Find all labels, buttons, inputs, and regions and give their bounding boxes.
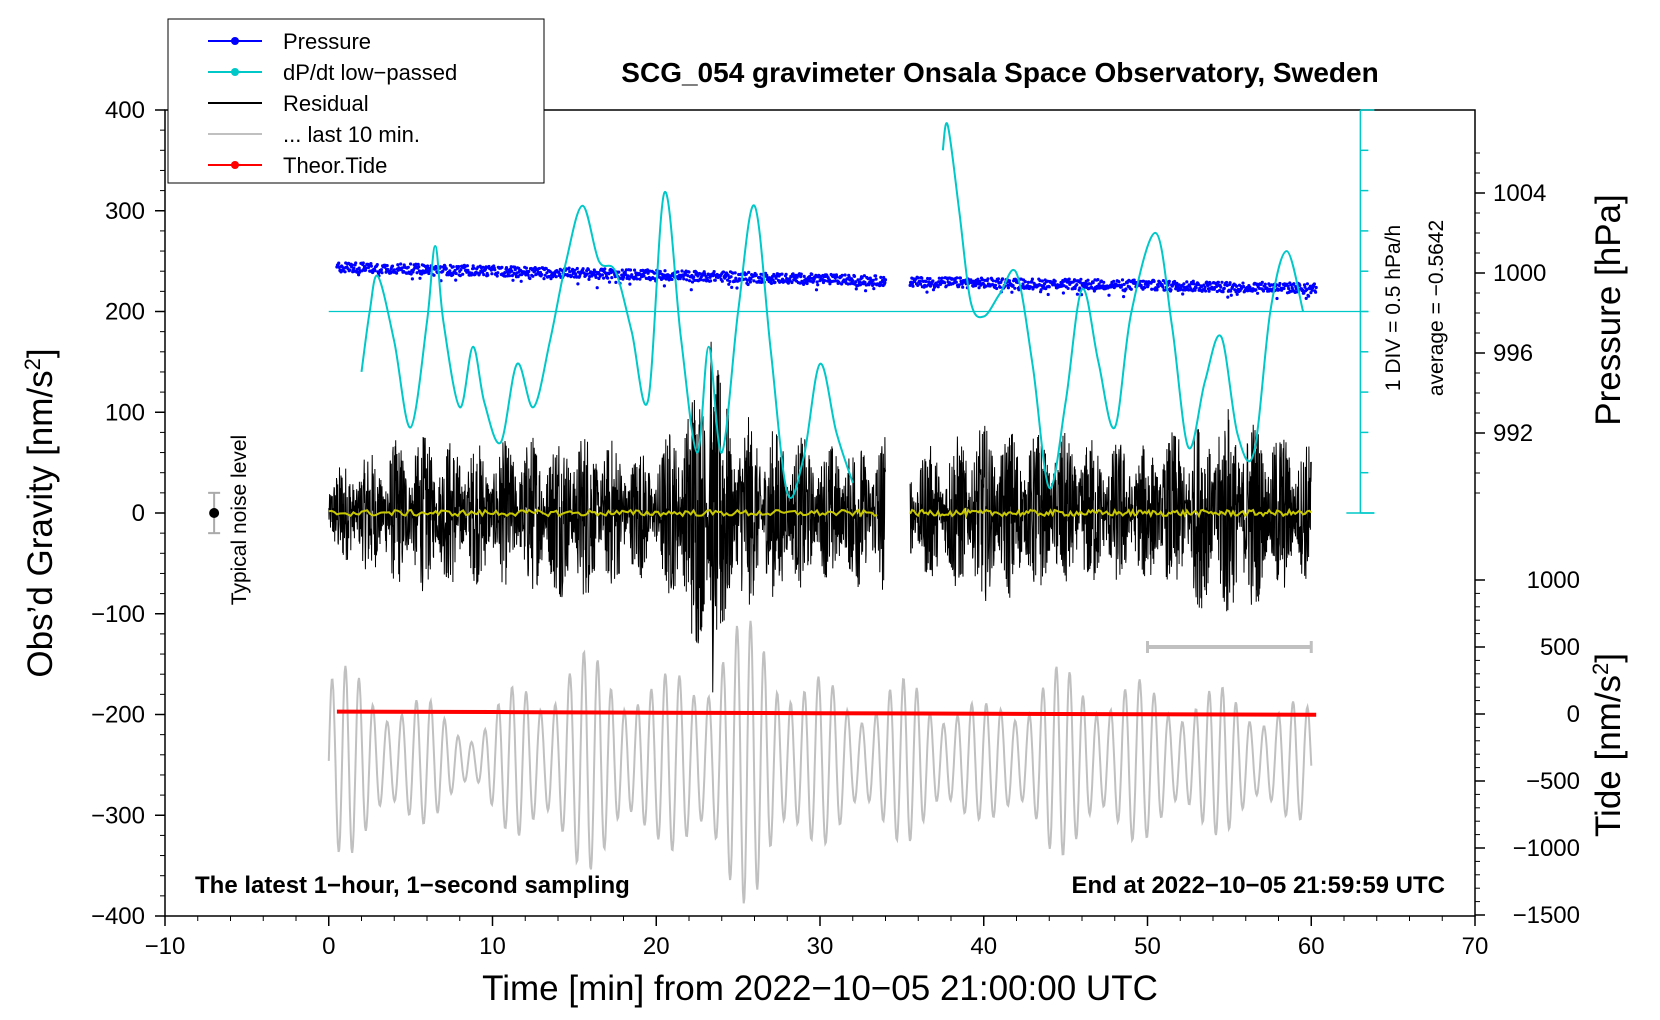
y-tick-label: 0	[132, 500, 145, 527]
last-10-min-line	[327, 620, 1313, 904]
tide-tick-label: −500	[1526, 768, 1580, 795]
y-axis-label-tide-text: Tide [nm/s	[1589, 675, 1628, 837]
y-axis-label-gravity-sup: 2	[20, 358, 45, 370]
residual-mean-line	[328, 507, 1312, 519]
dpdt-line	[360, 191, 854, 499]
x-tick-label: 40	[970, 933, 997, 960]
dpdt-div-annotation: 1 DIV = 0.5 hPa/h	[1382, 225, 1405, 391]
pressure-tick-label: 1000	[1493, 260, 1546, 287]
y-tick-label: −200	[91, 702, 145, 729]
y-tick-label: 300	[105, 198, 145, 225]
dpdt-average-annotation: average = −0.5642	[1425, 220, 1448, 396]
x-tick-label: −10	[145, 933, 186, 960]
x-tick-label: 20	[643, 933, 670, 960]
misc-marks	[208, 491, 1313, 653]
y-axis-label-gravity-close: ]	[21, 348, 60, 358]
noise-level-label: Typical noise level	[228, 435, 251, 605]
residual-line	[328, 370, 886, 644]
legend: Pressure dP/dt low−passed Residual ... last…	[167, 18, 545, 184]
legend-label: Theor.Tide	[283, 153, 387, 178]
tide-tick-label: −1000	[1513, 835, 1580, 862]
y-tick-label: −100	[91, 601, 145, 628]
y-tick-label: 400	[105, 97, 145, 124]
residual-series	[328, 341, 1312, 693]
x-tick-label: 10	[479, 933, 506, 960]
sampling-annotation: The latest 1−hour, 1−second sampling	[195, 872, 630, 899]
y-axis-label-pressure: Pressure [hPa]	[1589, 194, 1628, 426]
x-tick-label: 0	[322, 933, 335, 960]
dpdt-line	[941, 122, 1305, 489]
pressure-points	[335, 261, 888, 293]
noise-bar-point	[209, 508, 220, 518]
y-tick-label: −300	[91, 802, 145, 829]
x-tick-label: 70	[1462, 933, 1489, 960]
chart-title: SCG_054 gravimeter Onsala Space Observat…	[621, 57, 1378, 88]
y-tick-label: −400	[91, 903, 145, 930]
y-tick-label: 200	[105, 299, 145, 326]
legend-box	[167, 18, 545, 184]
tide-tick-label: 0	[1567, 701, 1580, 728]
y-axis-label-tide-close: ]	[1589, 653, 1628, 663]
legend-label: Residual	[283, 91, 369, 116]
dpdt-series	[328, 122, 1369, 499]
x-tick-label: 30	[807, 933, 834, 960]
pressure-tick-label: 1004	[1493, 180, 1546, 207]
last-10-min-series	[327, 620, 1313, 904]
pressure-tick-label: 992	[1493, 420, 1533, 447]
x-tick-label: 50	[1134, 933, 1161, 960]
residual-peak	[708, 341, 716, 693]
legend-label: dP/dt low−passed	[283, 60, 457, 85]
pressure-points	[908, 275, 1318, 301]
residual-line	[909, 409, 1312, 612]
legend-label: Pressure	[283, 29, 371, 54]
y-axis-label-gravity-text: Obs’d Gravity [nm/s	[21, 370, 60, 677]
tide-tick-label: 500	[1540, 634, 1580, 661]
y-axis-label-tide-sup: 2	[1588, 663, 1613, 675]
tide-line	[336, 709, 1317, 717]
pressure-axis-ticks: 1004 1000 996 992	[1475, 152, 1546, 494]
pressure-series	[335, 261, 1318, 301]
legend-marker	[231, 37, 239, 45]
dpdt-scale-axis	[1346, 109, 1375, 514]
x-axis-ticks: −10 0 10 20 30 40 50 60 70	[145, 916, 1489, 960]
pressure-tick-label: 996	[1493, 340, 1533, 367]
tide-tick-label: −1500	[1513, 902, 1580, 929]
residual-mean-series	[328, 507, 1312, 519]
tide-tick-label: 1000	[1527, 567, 1580, 594]
y-tick-label: 100	[105, 399, 145, 426]
x-axis-label: Time [min] from 2022−10−05 21:00:00 UTC	[482, 969, 1158, 1008]
y-axis-ticks: 400 300 200 100 0 −100 −200 −300 −400	[91, 97, 165, 930]
legend-marker	[231, 68, 239, 76]
end-time-annotation: End at 2022−10−05 21:59:59 UTC	[1071, 872, 1445, 899]
legend-marker	[231, 161, 239, 169]
y-axis-label-gravity: Obs’d Gravity [nm/s2]	[20, 348, 60, 677]
legend-label: ... last 10 min.	[283, 122, 420, 147]
x-tick-label: 60	[1298, 933, 1325, 960]
y-axis-label-tide: Tide [nm/s2]	[1588, 653, 1628, 837]
tide-axis-ticks: 1000 500 0 −500 −1000 −1500	[1475, 567, 1580, 929]
tide-series	[336, 709, 1317, 717]
